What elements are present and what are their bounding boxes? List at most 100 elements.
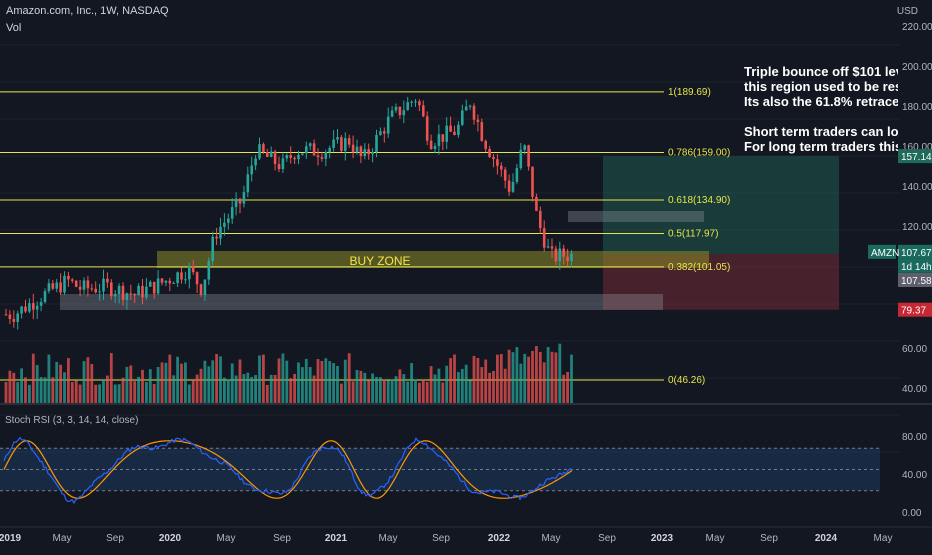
volume-bar [304,358,308,403]
volume-bar [414,379,417,403]
volume-bar [437,368,441,403]
resistance-box [568,211,704,222]
stoch-k-line [3,436,573,505]
target-price-tag-bg [898,149,932,164]
candle-body [199,284,203,295]
volume-bar [8,370,12,403]
candle-body [371,151,374,155]
volume-bar [421,379,425,403]
volume-bar [527,356,530,403]
candle-body [293,157,296,160]
candle-body [449,125,452,132]
rsi-axis-tick: 40.00 [902,470,927,481]
time-axis-tick: 2023 [651,533,674,544]
candle-body [227,218,230,223]
candle-body [480,122,484,141]
volume-bar [328,361,332,403]
volume-bar [176,356,179,403]
time-axis-tick: May [874,533,893,544]
candle-body [379,131,382,135]
volume-bar [394,376,398,403]
price-axis-tick: 200.00 [902,62,932,73]
volume-bar [343,359,347,403]
volume-bar [125,366,129,403]
candle-body [55,282,58,289]
volume-bar [109,353,113,403]
volume-bar [219,356,222,403]
candle-body [110,282,113,297]
volume-bar [351,381,355,403]
candle-body [180,272,183,280]
candle-body [320,157,324,159]
candle-body [347,138,351,145]
candle-body [468,105,472,107]
volume-bar [332,363,335,403]
volume-bar [390,379,394,403]
volume-bar [191,380,195,403]
candle-body [90,288,94,290]
candle-body [340,137,343,151]
volume-bar [472,355,476,403]
volume-bar [20,368,23,403]
volume-bar [94,384,98,403]
candle-body [35,305,39,310]
candle-body [324,152,328,159]
volume-bar [55,361,59,403]
volume-bar [230,363,234,403]
candle-body [301,153,304,155]
candle-body [375,134,378,152]
volume-bar [402,374,406,403]
price-axis-tick: 60.00 [902,344,927,355]
volume-bar [152,384,156,403]
volume-bar [289,378,293,403]
time-axis-tick: 2021 [325,533,348,544]
time-axis-tick: 2019 [0,533,22,544]
price-axis-tick: 160.00 [902,142,932,153]
candle-body [129,293,133,295]
candle-body [43,291,47,302]
volume-bar [250,377,254,403]
volume-bar [301,367,304,403]
volume-bar [375,376,378,403]
candle-body [137,285,140,296]
volume-bar [195,374,199,403]
candle-body [63,275,66,293]
volume-bar [28,384,31,403]
candle-body [164,280,168,283]
buy-zone-box [157,251,709,268]
volume-bar [340,383,343,403]
candle-body [511,181,515,192]
volume-bar [129,365,133,403]
candle-body [281,158,285,170]
ref-price-tag-bg [898,273,932,288]
candle-body [472,105,476,120]
candle-body [94,288,97,293]
candle-body [363,149,367,156]
volume-bar [320,360,324,403]
volume-bar [503,368,507,403]
last-price-tag: 107.67 [901,248,932,259]
volume-bar [246,372,250,403]
candle-body [113,293,117,297]
candles-group [4,96,573,403]
volume-bar [425,381,429,403]
time-axis-tick: Sep [106,533,124,544]
candle-body [492,157,495,160]
volume-bar [542,362,546,403]
candle-body [238,198,242,204]
candle-body [550,246,554,249]
note-line: Short term traders can look for [744,124,898,139]
volume-bar [24,377,27,403]
volume-bar [546,347,550,403]
candle-body [160,278,164,283]
candle-body [519,149,523,169]
volume-bar [449,358,452,403]
volume-bar [363,372,367,403]
candle-body [234,198,238,208]
candle-body [386,116,390,134]
volume-bar [67,358,70,403]
time-axis-tick: May [706,533,725,544]
volume-bar [86,357,90,403]
